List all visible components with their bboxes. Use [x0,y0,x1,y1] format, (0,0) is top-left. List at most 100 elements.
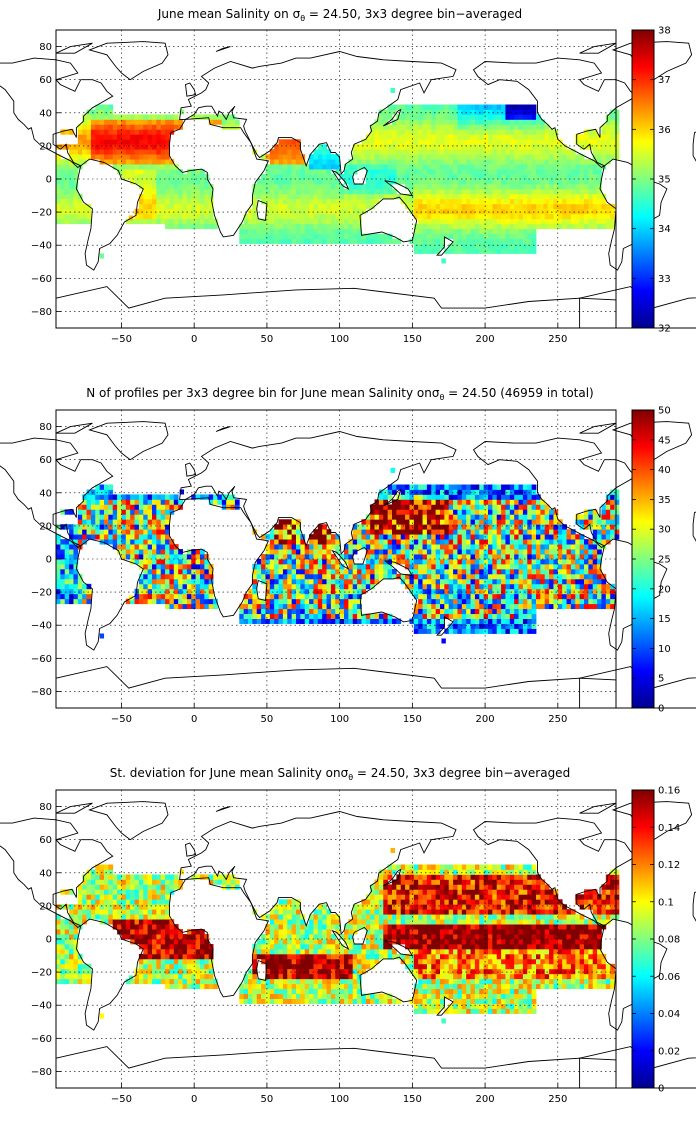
bin-cell [300,188,306,195]
bin-cell [444,174,450,180]
bin-cell [409,509,415,515]
bin-cell [186,563,192,570]
bin-cell [361,613,367,619]
bin-cell [56,144,61,150]
bin-cell [466,159,471,165]
bin-cell [431,248,437,254]
bin-cell [549,174,554,180]
bin-cell [169,179,175,185]
bin-cell [422,514,428,520]
bin-cell [304,559,310,565]
bin-cell [597,559,602,565]
bin-cell [322,208,327,215]
bin-cell [317,238,323,244]
bin-cell [287,618,293,624]
bin-cell [418,588,423,595]
bin-cell [77,149,83,155]
bin-cell [453,208,458,215]
bin-cell [518,539,524,545]
bin-cell [509,573,515,580]
bin-cell [274,228,279,235]
bin-cell [553,134,559,140]
bin-cell [383,534,389,540]
bin-cell [509,504,515,510]
bin-cell [527,554,533,560]
bin-cell [492,109,498,115]
bin-cell [291,198,297,205]
bin-cell [165,213,170,220]
bin-cell [566,154,572,160]
bin-cell [496,539,502,545]
bin-cell [169,598,175,605]
bin-cell [474,593,480,600]
bin-cell [470,183,476,190]
bin-cell [544,549,550,555]
bin-cell [448,603,454,610]
bin-cell [370,174,375,180]
bin-cell [413,169,419,175]
bin-cell [282,223,288,230]
bin-cell [483,489,489,495]
bin-cell [160,129,166,135]
bin-cell [339,593,345,600]
bin-cell [165,539,170,545]
bin-cell [117,149,122,155]
bin-cell [104,509,109,515]
bin-cell [178,559,183,565]
bin-cell [527,228,533,235]
bin-cell [553,559,559,565]
bin-cell [509,509,515,515]
bin-cell [200,583,205,590]
bin-cell [566,563,572,570]
bin-cell [165,114,170,120]
bin-cell [557,588,563,595]
bin-cell [474,549,480,555]
bin-cell [265,549,271,555]
bin-cell [592,544,598,550]
bin-cell [435,494,441,500]
bin-cell [453,534,458,540]
bin-cell [470,573,476,580]
bin-cell [173,588,179,595]
bin-cell [322,549,327,555]
bin-cell [584,583,589,590]
bin-cell [448,109,454,115]
bin-cell [108,524,114,530]
bin-cell [152,524,157,530]
bin-cell [60,568,66,575]
bin-cell [300,228,306,235]
bin-cell [296,228,301,235]
bin-cell [213,494,218,500]
bin-cell [86,598,92,605]
bin-cell [125,129,131,135]
bin-cell [575,213,581,220]
bin-cell [514,529,519,535]
bin-cell [313,559,319,565]
bin-cell [143,208,149,215]
bin-cell [422,529,428,535]
bin-cell [461,139,467,145]
bin-cell [597,139,602,145]
bin-cell [527,529,533,535]
bin-cell [474,208,480,215]
bin-cell [422,233,428,239]
bin-cell [492,549,498,555]
bin-cell [134,514,140,520]
bin-cell [169,504,175,510]
bin-cell [405,114,410,120]
bin-cell [361,198,367,205]
bin-cell [540,218,546,225]
bin-cell [73,169,79,175]
bin-cell [505,188,511,195]
bin-cell [514,613,519,619]
bin-cell [562,159,567,165]
bin-cell [365,164,371,170]
bin-cell [330,568,336,575]
bin-cell [431,628,437,634]
bin-cell [549,559,554,565]
bin-cell [296,593,301,600]
bin-cell [457,243,463,249]
bin-cell [291,608,297,615]
bin-cell [330,554,336,560]
bin-cell [444,573,450,580]
